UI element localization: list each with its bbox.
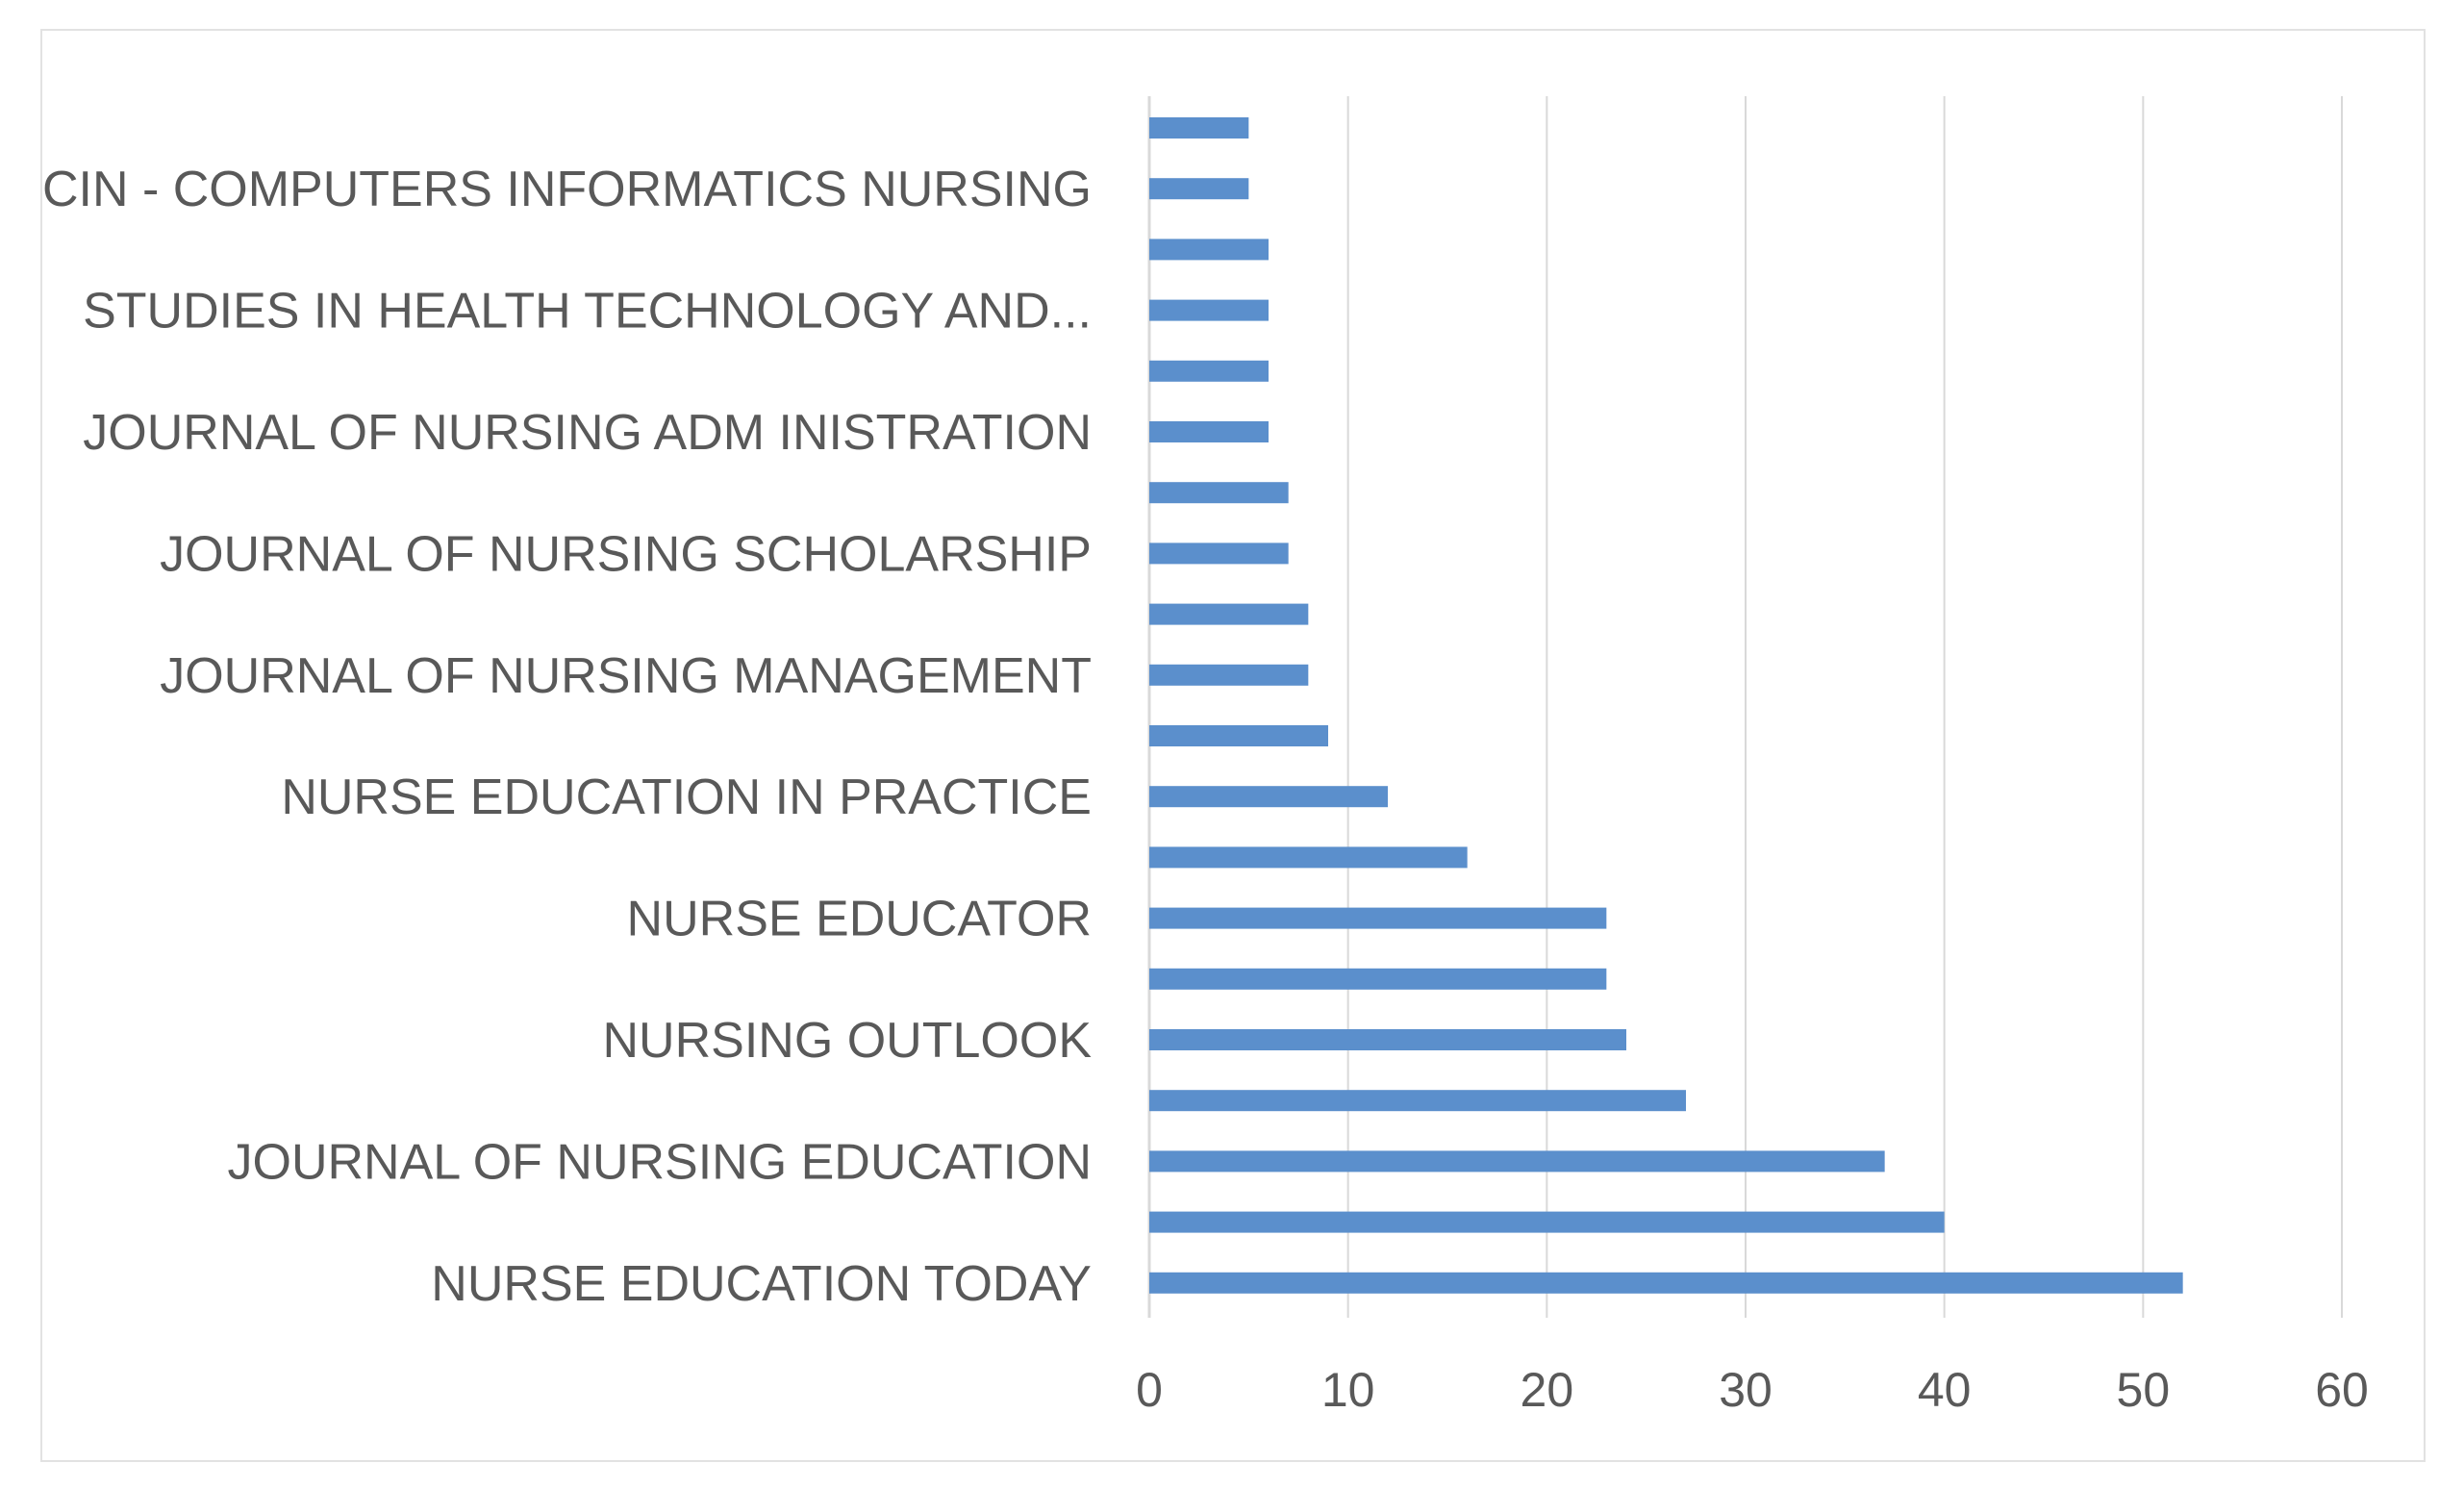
category-label: CIN - COMPUTERS INFORMATICS NURSING <box>42 162 1092 217</box>
bars <box>1149 117 2183 1294</box>
x-tick-label: 0 <box>1136 1363 1163 1417</box>
bar <box>1149 482 1289 504</box>
category-label: NURSE EDUCATOR <box>627 892 1092 947</box>
x-tick-labels: 0 10 20 30 40 50 60 <box>1136 1363 2369 1417</box>
bar <box>1149 421 1269 442</box>
category-label: STUDIES IN HEALTH TECHNOLOGY AND... <box>83 284 1092 340</box>
bar <box>1149 1090 1686 1112</box>
category-label: JOURNAL OF NURSING SCHOLARSHIP <box>160 526 1092 582</box>
x-tick-label: 30 <box>1719 1363 1773 1417</box>
bar <box>1149 1211 1945 1233</box>
bar <box>1149 1150 1885 1173</box>
bar <box>1149 360 1269 382</box>
bar <box>1149 968 1607 990</box>
bar <box>1149 239 1269 261</box>
bar <box>1149 846 1468 869</box>
category-label: NURSE EDUCATION TODAY <box>431 1256 1092 1312</box>
x-tick-label: 10 <box>1321 1363 1375 1417</box>
bar <box>1149 1272 2183 1294</box>
category-label: JOURNAL OF NURSING MANAGEMENT <box>160 648 1092 704</box>
bar <box>1149 178 1249 200</box>
bar <box>1149 664 1309 686</box>
category-label: NURSE EDUCATION IN PRACTICE <box>281 769 1092 825</box>
bar <box>1149 1029 1626 1050</box>
category-label: JOURNAL OF NURSING ADM INISTRATION <box>83 405 1092 461</box>
bar <box>1149 542 1289 565</box>
bar <box>1149 603 1309 625</box>
bar <box>1149 725 1328 746</box>
category-label: JOURNAL OF NURSING EDUCATION <box>228 1134 1093 1190</box>
category-label: NURSING OUTLOOK <box>603 1013 1093 1069</box>
bar <box>1149 786 1388 808</box>
bar <box>1149 907 1607 929</box>
bar <box>1149 117 1249 139</box>
bar <box>1149 299 1269 321</box>
x-tick-label: 60 <box>2315 1363 2369 1417</box>
x-tick-label: 50 <box>2117 1363 2171 1417</box>
category-labels: CIN - COMPUTERS INFORMATICS NURSING STUDI… <box>42 162 1092 1312</box>
x-tick-label: 20 <box>1521 1363 1574 1417</box>
x-tick-label: 40 <box>1918 1363 1972 1417</box>
grid-lines <box>1147 96 2343 1318</box>
